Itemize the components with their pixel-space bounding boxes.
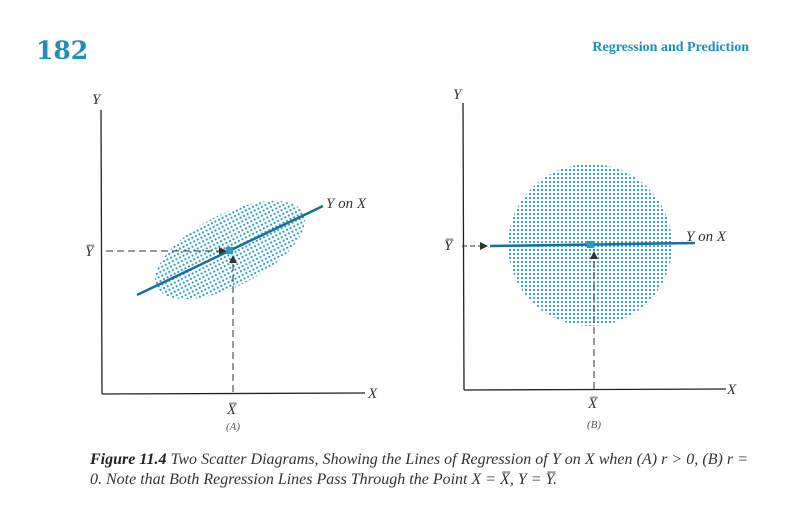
y-axis-label: Y [453,87,463,103]
x-mean-label: X̅ [226,402,237,418]
panel-b: Y X Y on X Y̅ X̅ (B) [444,87,737,431]
running-head: Regression and Prediction [592,40,749,55]
mean-point [587,241,594,248]
regression-line-label: Y on X [326,196,367,212]
x-axis [101,392,366,395]
x-axis [463,388,727,391]
x-mean-label: X̅ [587,396,598,412]
y-axis-label: Y [92,92,102,108]
caption-text: Two Scatter Diagrams, Showing the Lines … [90,451,749,488]
panel-label: (B) [587,419,601,431]
y-mean-label: Y̅ [85,244,95,260]
page-number: 182 [36,36,89,65]
y-mean-label: Y̅ [444,238,454,254]
caption-label: Figure 11.4 [90,451,167,468]
panel-a: Y X Y on X Y̅ X̅ (A) [85,92,378,433]
x-axis-label: X [367,386,378,402]
x-axis-label: X [726,382,737,398]
regression-line-label: Y on X [686,229,727,245]
panel-label: (A) [226,421,240,433]
figure-caption: Figure 11.4 Two Scatter Diagrams, Showin… [90,450,748,490]
y-axis [100,109,103,395]
mean-point [226,247,233,254]
